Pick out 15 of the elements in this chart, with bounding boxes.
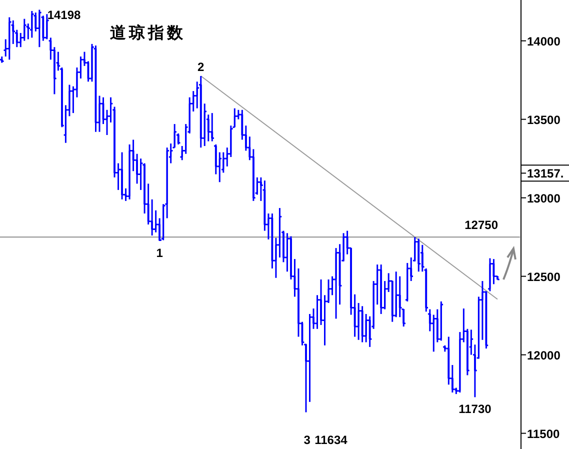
- y-tick-label: 12000: [527, 348, 561, 362]
- y-tick-label: 13000: [527, 191, 561, 206]
- annotation: 1: [156, 246, 164, 260]
- text: 道琼指数: [110, 23, 186, 42]
- y-tick-label: 13500: [527, 112, 561, 127]
- y-tick-label: 14000: [527, 34, 561, 48]
- ref-line-label: 12750: [464, 218, 498, 232]
- y-tick-label: 13157.: [527, 166, 564, 181]
- y-tick-label: 12500: [527, 270, 561, 284]
- annotation: 11634: [314, 433, 348, 447]
- annotation: 14198: [47, 8, 82, 22]
- y-tick-label: 11500: [527, 426, 560, 441]
- annotation: 3: [304, 433, 311, 447]
- annotation: 2: [198, 60, 205, 74]
- annotation: 11730: [458, 402, 492, 416]
